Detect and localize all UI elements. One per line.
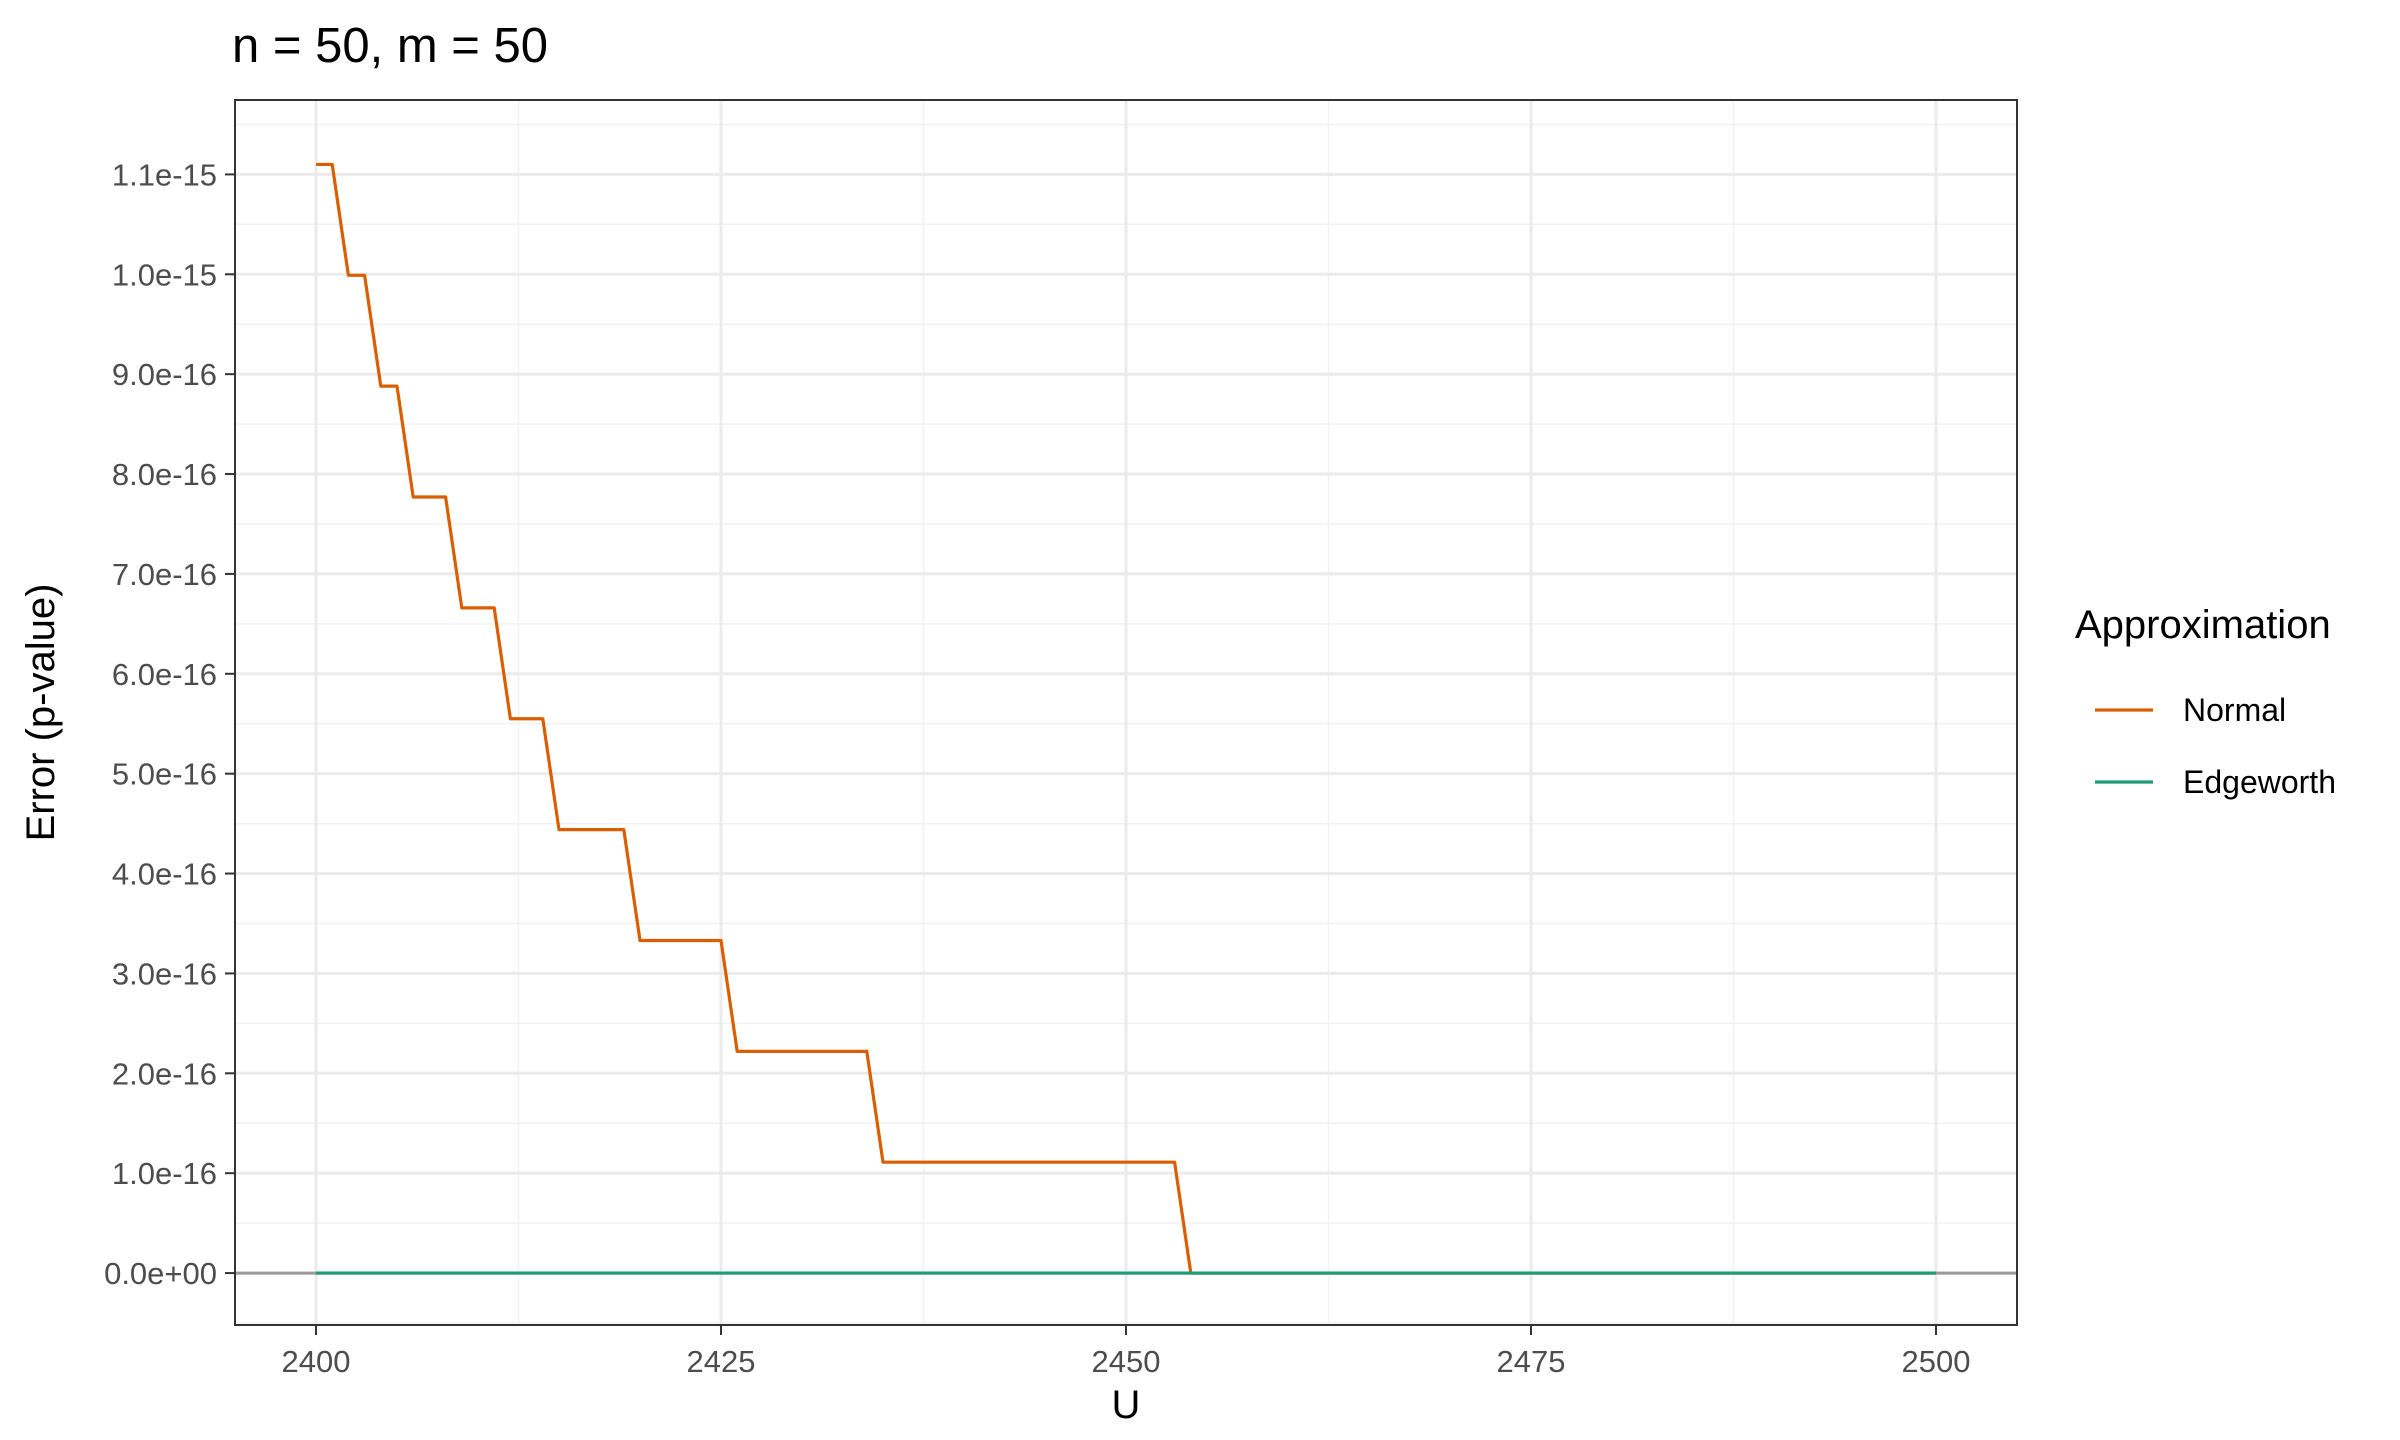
series-layer bbox=[316, 162, 1936, 1275]
y-tick-label: 1.0e-15 bbox=[112, 257, 217, 292]
x-axis: 2400 2425 2450 2475 2500 bbox=[282, 1325, 1971, 1379]
y-tick-label: 0.0e+00 bbox=[104, 1256, 217, 1291]
legend-label-normal: Normal bbox=[2183, 692, 2286, 728]
y-tick-label: 1.1e-15 bbox=[112, 157, 217, 192]
legend: Approximation Normal Edgeworth bbox=[2075, 603, 2336, 800]
y-axis: 0.0e+00 1.0e-16 2.0e-16 3.0e-16 4.0e-16 5.0e-… bbox=[104, 157, 235, 1291]
x-tick-label: 2425 bbox=[687, 1344, 756, 1379]
y-tick-label: 6.0e-16 bbox=[112, 657, 217, 692]
x-tick-label: 2400 bbox=[282, 1344, 351, 1379]
x-tick-label: 2450 bbox=[1092, 1344, 1161, 1379]
legend-title: Approximation bbox=[2075, 603, 2331, 647]
y-tick-label: 8.0e-16 bbox=[112, 457, 217, 492]
y-tick-label: 3.0e-16 bbox=[112, 956, 217, 991]
legend-items: Normal Edgeworth bbox=[2095, 692, 2336, 800]
series-line-normal bbox=[316, 162, 1936, 1275]
y-tick-label: 7.0e-16 bbox=[112, 557, 217, 592]
y-tick-label: 5.0e-16 bbox=[112, 757, 217, 792]
x-axis-title: U bbox=[1112, 1383, 1141, 1427]
y-axis-title: Error (p-value) bbox=[19, 584, 63, 842]
x-tick-label: 2500 bbox=[1902, 1344, 1971, 1379]
chart-title: n = 50, m = 50 bbox=[232, 19, 548, 73]
legend-label-edgeworth: Edgeworth bbox=[2183, 764, 2336, 800]
y-tick-label: 4.0e-16 bbox=[112, 857, 217, 892]
y-tick-label: 9.0e-16 bbox=[112, 357, 217, 392]
x-tick-label: 2475 bbox=[1497, 1344, 1566, 1379]
y-tick-label: 1.0e-16 bbox=[112, 1156, 217, 1191]
y-tick-label: 2.0e-16 bbox=[112, 1056, 217, 1091]
